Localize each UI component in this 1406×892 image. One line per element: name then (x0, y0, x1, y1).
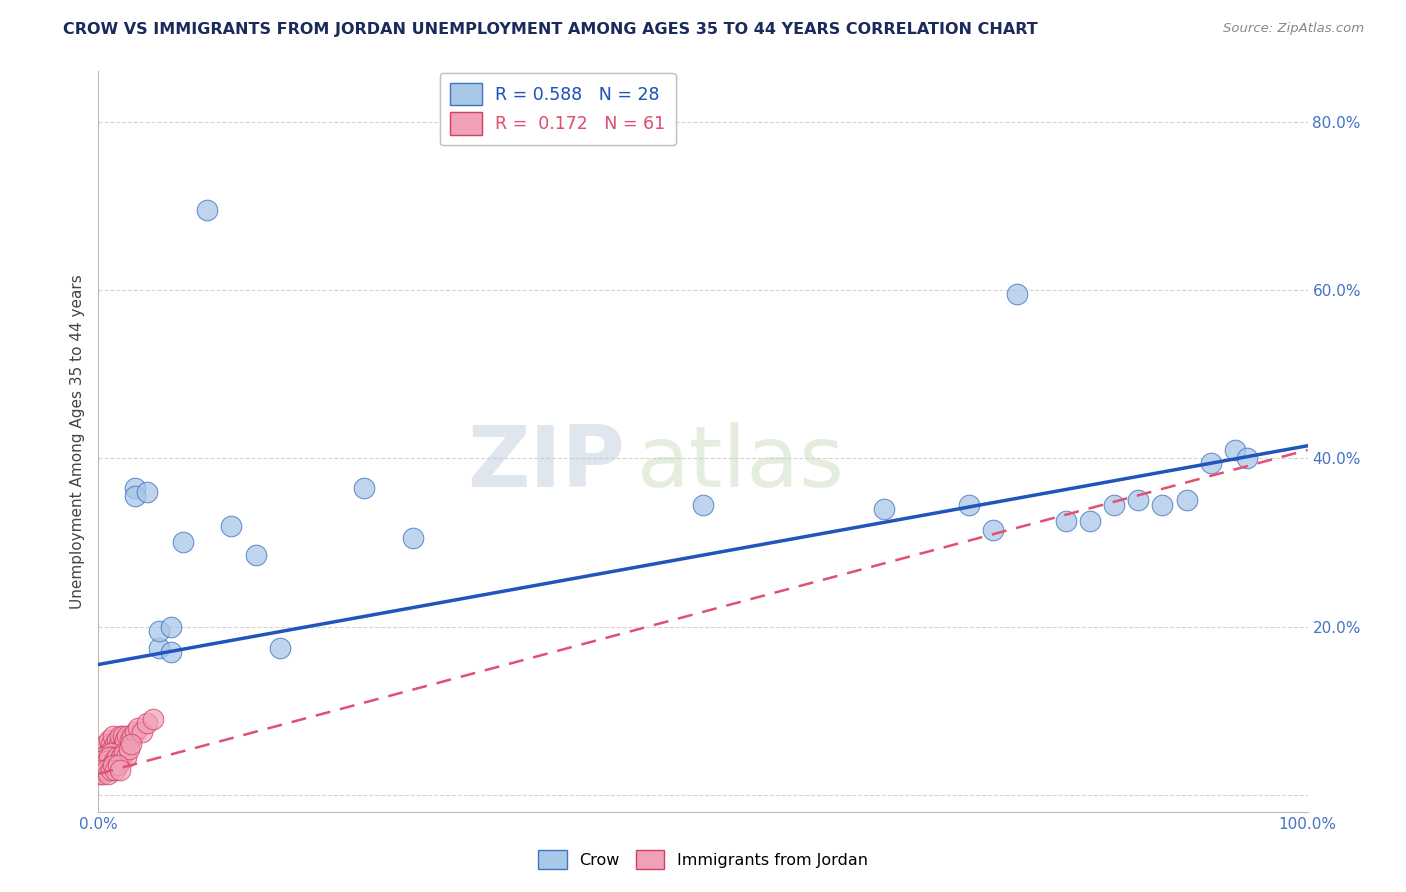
Point (107, 741, 129, 756)
Point (111, 729, 134, 743)
Point (115, 750, 138, 764)
Text: Source: ZipAtlas.com: Source: ZipAtlas.com (1223, 22, 1364, 36)
Point (93, 758, 115, 772)
Text: atlas: atlas (637, 422, 845, 505)
Point (1102, 498, 1125, 512)
Point (91, 767, 114, 781)
Legend: Crow, Immigrants from Jordan: Crow, Immigrants from Jordan (531, 844, 875, 875)
Point (118, 733, 141, 747)
Point (1078, 515, 1101, 529)
Point (100, 746, 122, 760)
Point (94, 738, 117, 752)
Point (110, 741, 132, 756)
Point (142, 712, 165, 726)
Point (91, 758, 114, 772)
Point (100, 763, 122, 777)
Y-axis label: Unemployment Among Ages 35 to 44 years: Unemployment Among Ages 35 to 44 years (69, 274, 84, 609)
Point (98, 733, 121, 747)
Point (108, 763, 131, 777)
Point (1236, 451, 1258, 466)
Point (112, 738, 135, 752)
Point (1054, 515, 1077, 529)
Point (135, 485, 157, 500)
Point (98, 750, 121, 764)
Text: ZIP: ZIP (467, 422, 624, 505)
Point (148, 640, 170, 655)
Point (127, 721, 149, 735)
Point (172, 535, 194, 549)
Point (93, 754, 115, 768)
Point (160, 645, 183, 659)
Point (245, 548, 267, 562)
Point (101, 758, 124, 772)
Point (101, 729, 124, 743)
Point (100, 741, 122, 756)
Point (108, 754, 131, 768)
Point (107, 758, 129, 772)
Point (148, 624, 170, 638)
Point (402, 531, 425, 545)
Point (195, 203, 218, 218)
Point (94, 758, 117, 772)
Point (692, 498, 714, 512)
Point (97, 767, 120, 781)
Text: CROW VS IMMIGRANTS FROM JORDAN UNEMPLOYMENT AMONG AGES 35 TO 44 YEARS CORRELATIO: CROW VS IMMIGRANTS FROM JORDAN UNEMPLOYM… (63, 22, 1038, 37)
Point (121, 729, 143, 743)
Point (100, 738, 122, 752)
Point (91, 750, 114, 764)
Point (120, 738, 142, 752)
Point (873, 501, 896, 516)
Point (118, 741, 141, 756)
Point (91, 763, 114, 777)
Point (117, 729, 139, 743)
Point (131, 724, 153, 739)
Point (160, 619, 183, 633)
Point (89, 754, 111, 768)
Point (1152, 498, 1174, 512)
Legend: R = 0.588   N = 28, R =  0.172   N = 61: R = 0.588 N = 28, R = 0.172 N = 61 (440, 72, 676, 145)
Point (112, 746, 135, 760)
Point (353, 481, 375, 495)
Point (90, 763, 112, 777)
Point (89, 763, 111, 777)
Point (124, 489, 146, 503)
Point (96, 750, 118, 764)
Point (104, 738, 127, 752)
Point (96, 754, 118, 768)
Point (1128, 493, 1150, 508)
Point (104, 763, 127, 777)
Point (1223, 442, 1246, 457)
Point (101, 750, 124, 764)
Point (981, 523, 1004, 537)
Point (97, 746, 120, 760)
Point (105, 750, 128, 764)
Point (90, 754, 112, 768)
Point (957, 498, 980, 512)
Point (91, 758, 114, 772)
Point (89, 767, 111, 781)
Point (103, 754, 125, 768)
Point (94, 763, 117, 777)
Point (90, 746, 112, 760)
Point (269, 640, 291, 655)
Point (105, 733, 128, 747)
Point (114, 733, 136, 747)
Point (1199, 456, 1222, 470)
Point (97, 754, 120, 768)
Point (135, 716, 157, 731)
Point (108, 729, 131, 743)
Point (124, 724, 146, 739)
Point (221, 518, 243, 533)
Point (1175, 493, 1198, 508)
Point (1007, 287, 1029, 301)
Point (91, 741, 114, 756)
Point (100, 758, 122, 772)
Point (103, 746, 125, 760)
Point (110, 750, 132, 764)
Point (108, 738, 131, 752)
Point (124, 481, 146, 495)
